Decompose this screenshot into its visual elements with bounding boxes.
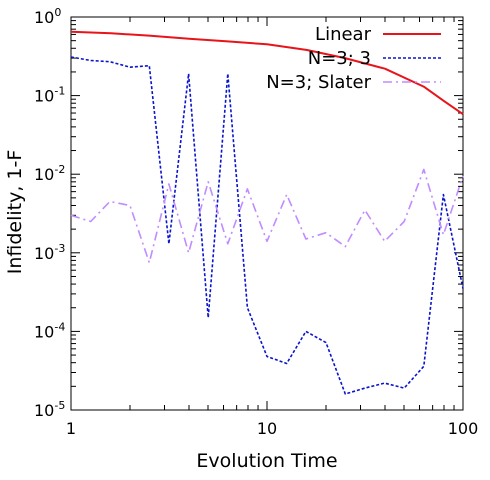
y-tick-label: 100 <box>34 6 61 27</box>
series-layer <box>70 30 464 395</box>
legend-label-n-3-slater: N=3; Slater <box>266 72 371 93</box>
y-axis-title: Infidelity, 1-F <box>4 150 26 275</box>
y-tick-label: 10-3 <box>34 242 65 263</box>
series-line-n-3-3 <box>70 56 464 395</box>
series-line-linear <box>70 30 464 116</box>
series-line-n-3-slater <box>70 168 464 264</box>
y-tick-label: 10-4 <box>34 320 65 341</box>
x-axis-title: Evolution Time <box>196 450 337 472</box>
x-tick-labels: 1 10 100 <box>66 419 478 438</box>
x-tick-label: 10 <box>257 419 277 438</box>
y-tick-label: 10-5 <box>34 399 65 420</box>
x-tick-label: 100 <box>448 419 479 438</box>
tick-marks <box>70 17 463 411</box>
legend: Linear N=3; 3 N=3; Slater <box>266 24 441 93</box>
x-tick-label: 1 <box>66 419 76 438</box>
y-tick-label: 10-2 <box>34 163 65 184</box>
y-tick-label: 10-1 <box>34 85 65 106</box>
legend-label-linear: Linear <box>315 24 372 45</box>
legend-label-n-3-3: N=3; 3 <box>308 48 371 69</box>
y-tick-labels: 100 10-1 10-2 10-3 10-4 10-5 <box>34 6 65 420</box>
